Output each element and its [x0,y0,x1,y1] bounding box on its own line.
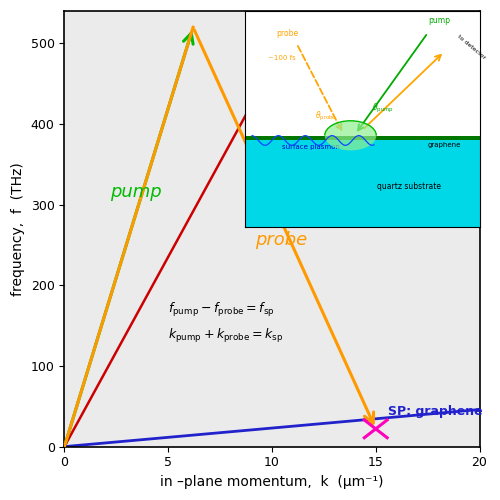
Text: probe: probe [256,231,308,249]
X-axis label: in –plane momentum,  k  (μm⁻¹): in –plane momentum, k (μm⁻¹) [160,475,384,489]
Text: $f_{\rm pump}-f_{\rm probe}=f_{\rm sp}$
$k_{\rm pump}+k_{\rm probe}=k_{\rm sp}$: $f_{\rm pump}-f_{\rm probe}=f_{\rm sp}$ … [168,302,283,344]
Text: SP: graphene: SP: graphene [388,406,483,418]
Y-axis label: frequency,  f  (THz): frequency, f (THz) [11,162,25,296]
Text: pump: pump [110,182,162,200]
